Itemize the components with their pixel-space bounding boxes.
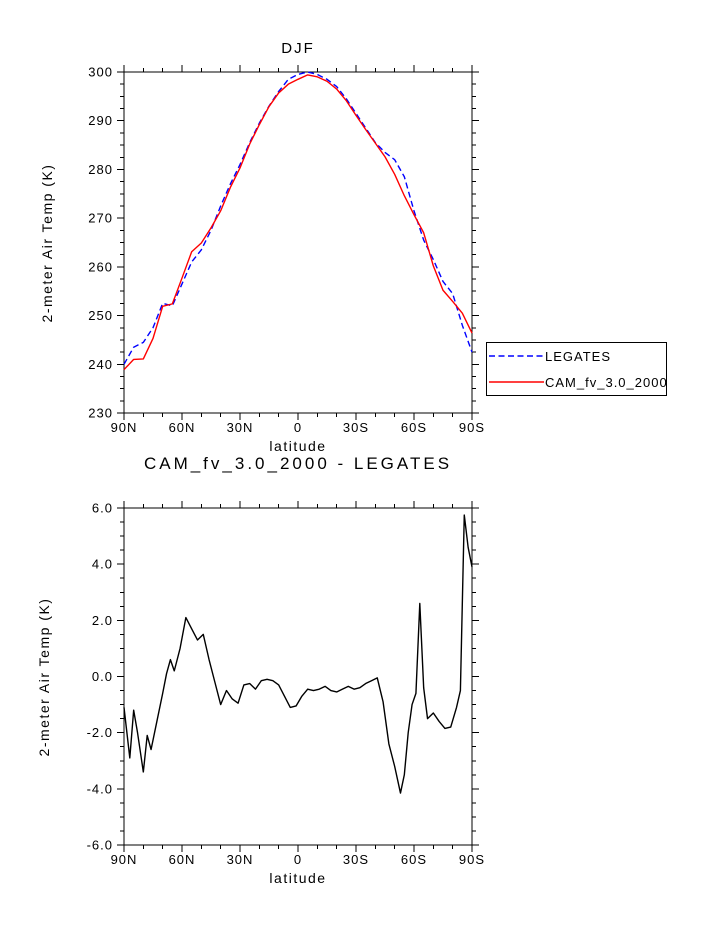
x-tick-label: 0 <box>294 852 302 867</box>
y-tick-label: 270 <box>88 211 113 226</box>
x-tick-label: 90S <box>459 420 485 435</box>
plot-frame <box>123 71 473 414</box>
y-tick-label: 250 <box>88 308 113 323</box>
y-tick-label: 240 <box>88 357 113 372</box>
top-chart-title: DJF <box>281 40 315 57</box>
series-line-cam-fv-3-0-2000 <box>123 74 473 371</box>
y-tick-label: 290 <box>88 113 113 128</box>
bottom-chart-y-axis-label: 2-meter Air Temp (K) <box>36 597 52 757</box>
y-tick-label: 6.0 <box>92 501 113 516</box>
legend-label-legates: LEGATES <box>545 348 612 364</box>
legend-item-legates: LEGATES <box>487 343 666 369</box>
y-tick-label: 2.0 <box>92 613 113 628</box>
y-tick-label: 230 <box>88 406 113 421</box>
y-tick-label: -4.0 <box>87 781 113 796</box>
y-tick-label: 0.0 <box>92 669 113 684</box>
x-tick-label: 30S <box>343 852 369 867</box>
y-tick-label: 260 <box>88 259 113 274</box>
series-line-legates <box>123 71 473 365</box>
plot-frame <box>123 507 473 846</box>
y-tick-label: 280 <box>88 162 113 177</box>
y-tick-label: 4.0 <box>92 557 113 572</box>
x-tick-label: 60S <box>401 852 427 867</box>
legates-line-sample <box>489 355 544 357</box>
x-tick-label: 90N <box>111 420 138 435</box>
x-tick-label: 90S <box>459 852 485 867</box>
top-chart-y-axis-label: 2-meter Air Temp (K) <box>39 163 55 323</box>
y-tick-label: 300 <box>88 65 113 80</box>
legend-label-cam: CAM_fv_3.0_2000 <box>545 374 668 390</box>
y-tick-label: -6.0 <box>87 838 113 853</box>
x-tick-label: 0 <box>294 420 302 435</box>
legend-box: LEGATES CAM_fv_3.0_2000 <box>486 342 667 396</box>
x-tick-label: 30N <box>227 420 254 435</box>
x-tick-label: 60S <box>401 420 427 435</box>
x-tick-label: 90N <box>111 852 138 867</box>
y-tick-label: -2.0 <box>87 725 113 740</box>
cam-line-sample <box>489 381 544 383</box>
bottom-chart-title: CAM_fv_3.0_2000 - LEGATES <box>143 454 453 473</box>
x-tick-label: 60N <box>169 852 196 867</box>
x-tick-label: 30S <box>343 420 369 435</box>
top-chart-x-axis-label: latitude <box>269 438 327 454</box>
series-line-difference <box>123 514 473 794</box>
bottom-chart-x-axis-label: latitude <box>269 870 327 886</box>
x-tick-label: 30N <box>227 852 254 867</box>
legend-item-cam: CAM_fv_3.0_2000 <box>487 369 668 395</box>
x-tick-label: 60N <box>169 420 196 435</box>
